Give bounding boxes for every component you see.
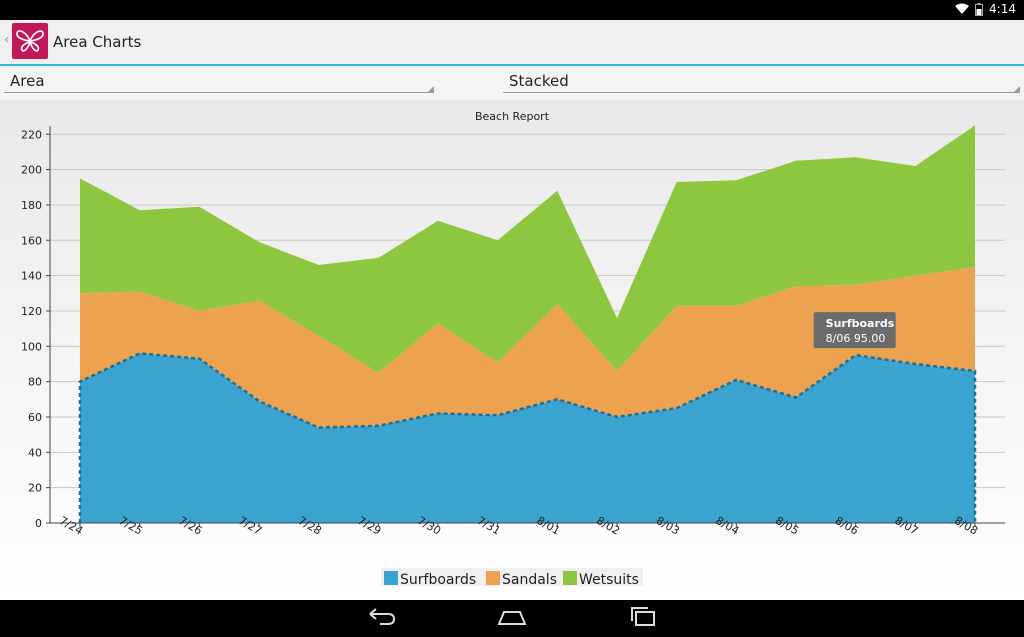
y-tick-label: 120 — [21, 305, 42, 318]
y-tick-label: 180 — [21, 199, 42, 212]
y-tick-label: 60 — [28, 411, 42, 424]
area-series-surfboards[interactable] — [80, 353, 975, 523]
battery-icon — [975, 2, 984, 16]
up-caret-icon[interactable]: ‹ — [4, 32, 10, 48]
legend-label-wetsuits: Wetsuits — [579, 572, 639, 588]
status-time: 4:14 — [989, 2, 1016, 16]
spinner-indicator-icon — [1014, 86, 1020, 92]
y-tick-label: 20 — [28, 482, 42, 495]
y-tick-label: 40 — [28, 446, 42, 459]
y-tick-label: 0 — [35, 517, 42, 530]
y-tick-label: 220 — [21, 128, 42, 141]
recents-icon[interactable] — [628, 606, 658, 628]
tooltip: Surfboards 8/06 95.00 — [813, 312, 896, 349]
y-tick-label: 200 — [21, 164, 42, 177]
tooltip-title: Surfboards — [826, 317, 895, 330]
home-icon[interactable] — [497, 606, 527, 628]
chart-type-spinner-label: Area — [10, 72, 45, 90]
butterfly-icon[interactable] — [12, 23, 48, 59]
legend-label-sandals: Sandals — [502, 572, 557, 588]
y-tick-label: 160 — [21, 234, 42, 247]
wifi-icon — [955, 3, 970, 15]
status-bar: 4:14 — [0, 0, 1024, 20]
legend — [381, 568, 643, 586]
back-arrow-icon[interactable] — [368, 606, 396, 628]
navigation-bar — [0, 600, 1024, 637]
legend-swatch-surfboards[interactable] — [384, 571, 398, 585]
chart-title: Beach Report — [475, 110, 550, 123]
stacking-mode-spinner-label: Stacked — [509, 72, 569, 90]
legend-swatch-wetsuits[interactable] — [563, 571, 577, 585]
tooltip-box — [813, 312, 896, 349]
area-series-wetsuits[interactable] — [80, 125, 975, 373]
legend-label-surfboards: Surfboards — [400, 572, 476, 588]
spinner-indicator-icon — [428, 86, 434, 92]
page-title: Area Charts — [53, 33, 142, 51]
tooltip-value: 8/06 95.00 — [826, 332, 886, 345]
area-series-sandals[interactable] — [80, 266, 975, 428]
chart-area[interactable]: Beach Report 0 20 40 60 80 100 120 140 160 180 200 2… — [0, 100, 1024, 600]
stacking-mode-spinner[interactable]: Stacked — [503, 70, 1020, 93]
y-tick-label: 80 — [28, 376, 42, 389]
action-bar: ‹ Area Charts — [0, 20, 1024, 66]
selected-series-outline — [78, 352, 977, 523]
y-tick-label: 140 — [21, 270, 42, 283]
legend-swatch-sandals[interactable] — [486, 571, 500, 585]
y-tick-label: 100 — [21, 340, 42, 353]
chart-type-spinner[interactable]: Area — [4, 70, 434, 93]
